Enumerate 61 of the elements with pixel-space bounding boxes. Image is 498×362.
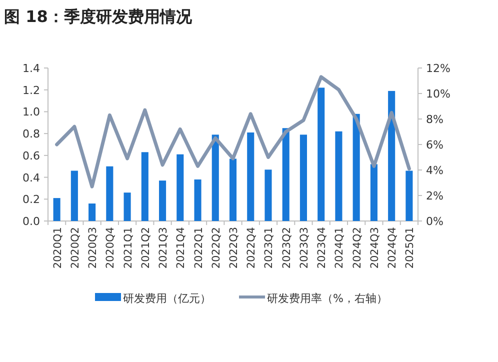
bar (318, 88, 325, 221)
bar (88, 204, 96, 221)
x-tick-label: 2020Q2 (69, 227, 82, 269)
bar (388, 90, 396, 221)
bar (194, 179, 202, 221)
chart-title: 图 18：季度研发费用情况 (4, 7, 193, 26)
x-tick-label: 2024Q3 (368, 227, 381, 269)
bar (229, 158, 237, 221)
bar (159, 180, 166, 221)
bar (352, 114, 360, 221)
y-tick-label: 0.0 (22, 215, 40, 228)
x-tick-label: 2022Q2 (210, 227, 222, 269)
x-tick-label: 2023Q4 (316, 226, 328, 269)
x-tick-label: 2021Q1 (122, 227, 134, 269)
y-tick-label: 0.8 (22, 128, 40, 141)
x-tick-label: 2024Q4 (386, 226, 399, 269)
bar (406, 170, 413, 221)
y2-tick-label: 10% (426, 88, 450, 100)
bar (106, 166, 114, 221)
bar (370, 164, 378, 221)
bar (212, 134, 219, 221)
y2-tick-label: 12% (426, 62, 450, 75)
x-tick-label: 2023Q3 (298, 227, 310, 269)
x-tick-label: 2022Q4 (246, 226, 258, 269)
y-tick-label: 1.2 (22, 84, 40, 97)
x-tick-label: 2020Q4 (104, 226, 117, 269)
y2-tick-label: 0% (426, 215, 444, 228)
bar (53, 198, 60, 221)
x-tick-label: 2025Q1 (404, 227, 416, 269)
bar (124, 192, 131, 221)
x-tick-label: 2024Q1 (334, 227, 346, 269)
legend-label: 研发费用（亿元） (123, 292, 211, 305)
bar (70, 170, 78, 221)
y2-tick-label: 8% (426, 113, 444, 126)
x-tick-label: 2024Q2 (351, 227, 364, 269)
bar (264, 170, 272, 221)
x-tick-label: 2021Q3 (158, 227, 170, 269)
x-tick-label: 2023Q2 (280, 227, 293, 269)
bar (141, 152, 148, 221)
legend-label: 研发费用率（%，右轴） (267, 292, 388, 305)
y-tick-label: 0.6 (22, 149, 40, 162)
y2-tick-label: 2% (426, 190, 444, 202)
line-series (55, 75, 411, 188)
y-tick-label: 1.0 (22, 106, 40, 119)
y-tick-label: 0.2 (22, 193, 40, 206)
x-tick-label: 2020Q3 (87, 227, 100, 269)
y2-tick-label: 6% (426, 138, 444, 152)
x-tick-label: 2023Q1 (263, 227, 276, 269)
y-tick-label: 0.4 (22, 171, 40, 184)
x-tick-label: 2021Q2 (140, 227, 152, 269)
bar (335, 131, 342, 221)
bar (282, 128, 290, 221)
bar (247, 132, 254, 221)
x-tick-label: 2022Q3 (228, 227, 240, 269)
bar (176, 154, 184, 221)
y2-tick-label: 4% (426, 164, 444, 177)
x-tick-label: 2021Q4 (175, 226, 188, 269)
x-tick-label: 2022Q1 (192, 227, 205, 269)
x-tick-label: 2020Q1 (52, 227, 64, 269)
y-tick-label: 1.4 (22, 62, 40, 75)
bar (300, 134, 307, 221)
